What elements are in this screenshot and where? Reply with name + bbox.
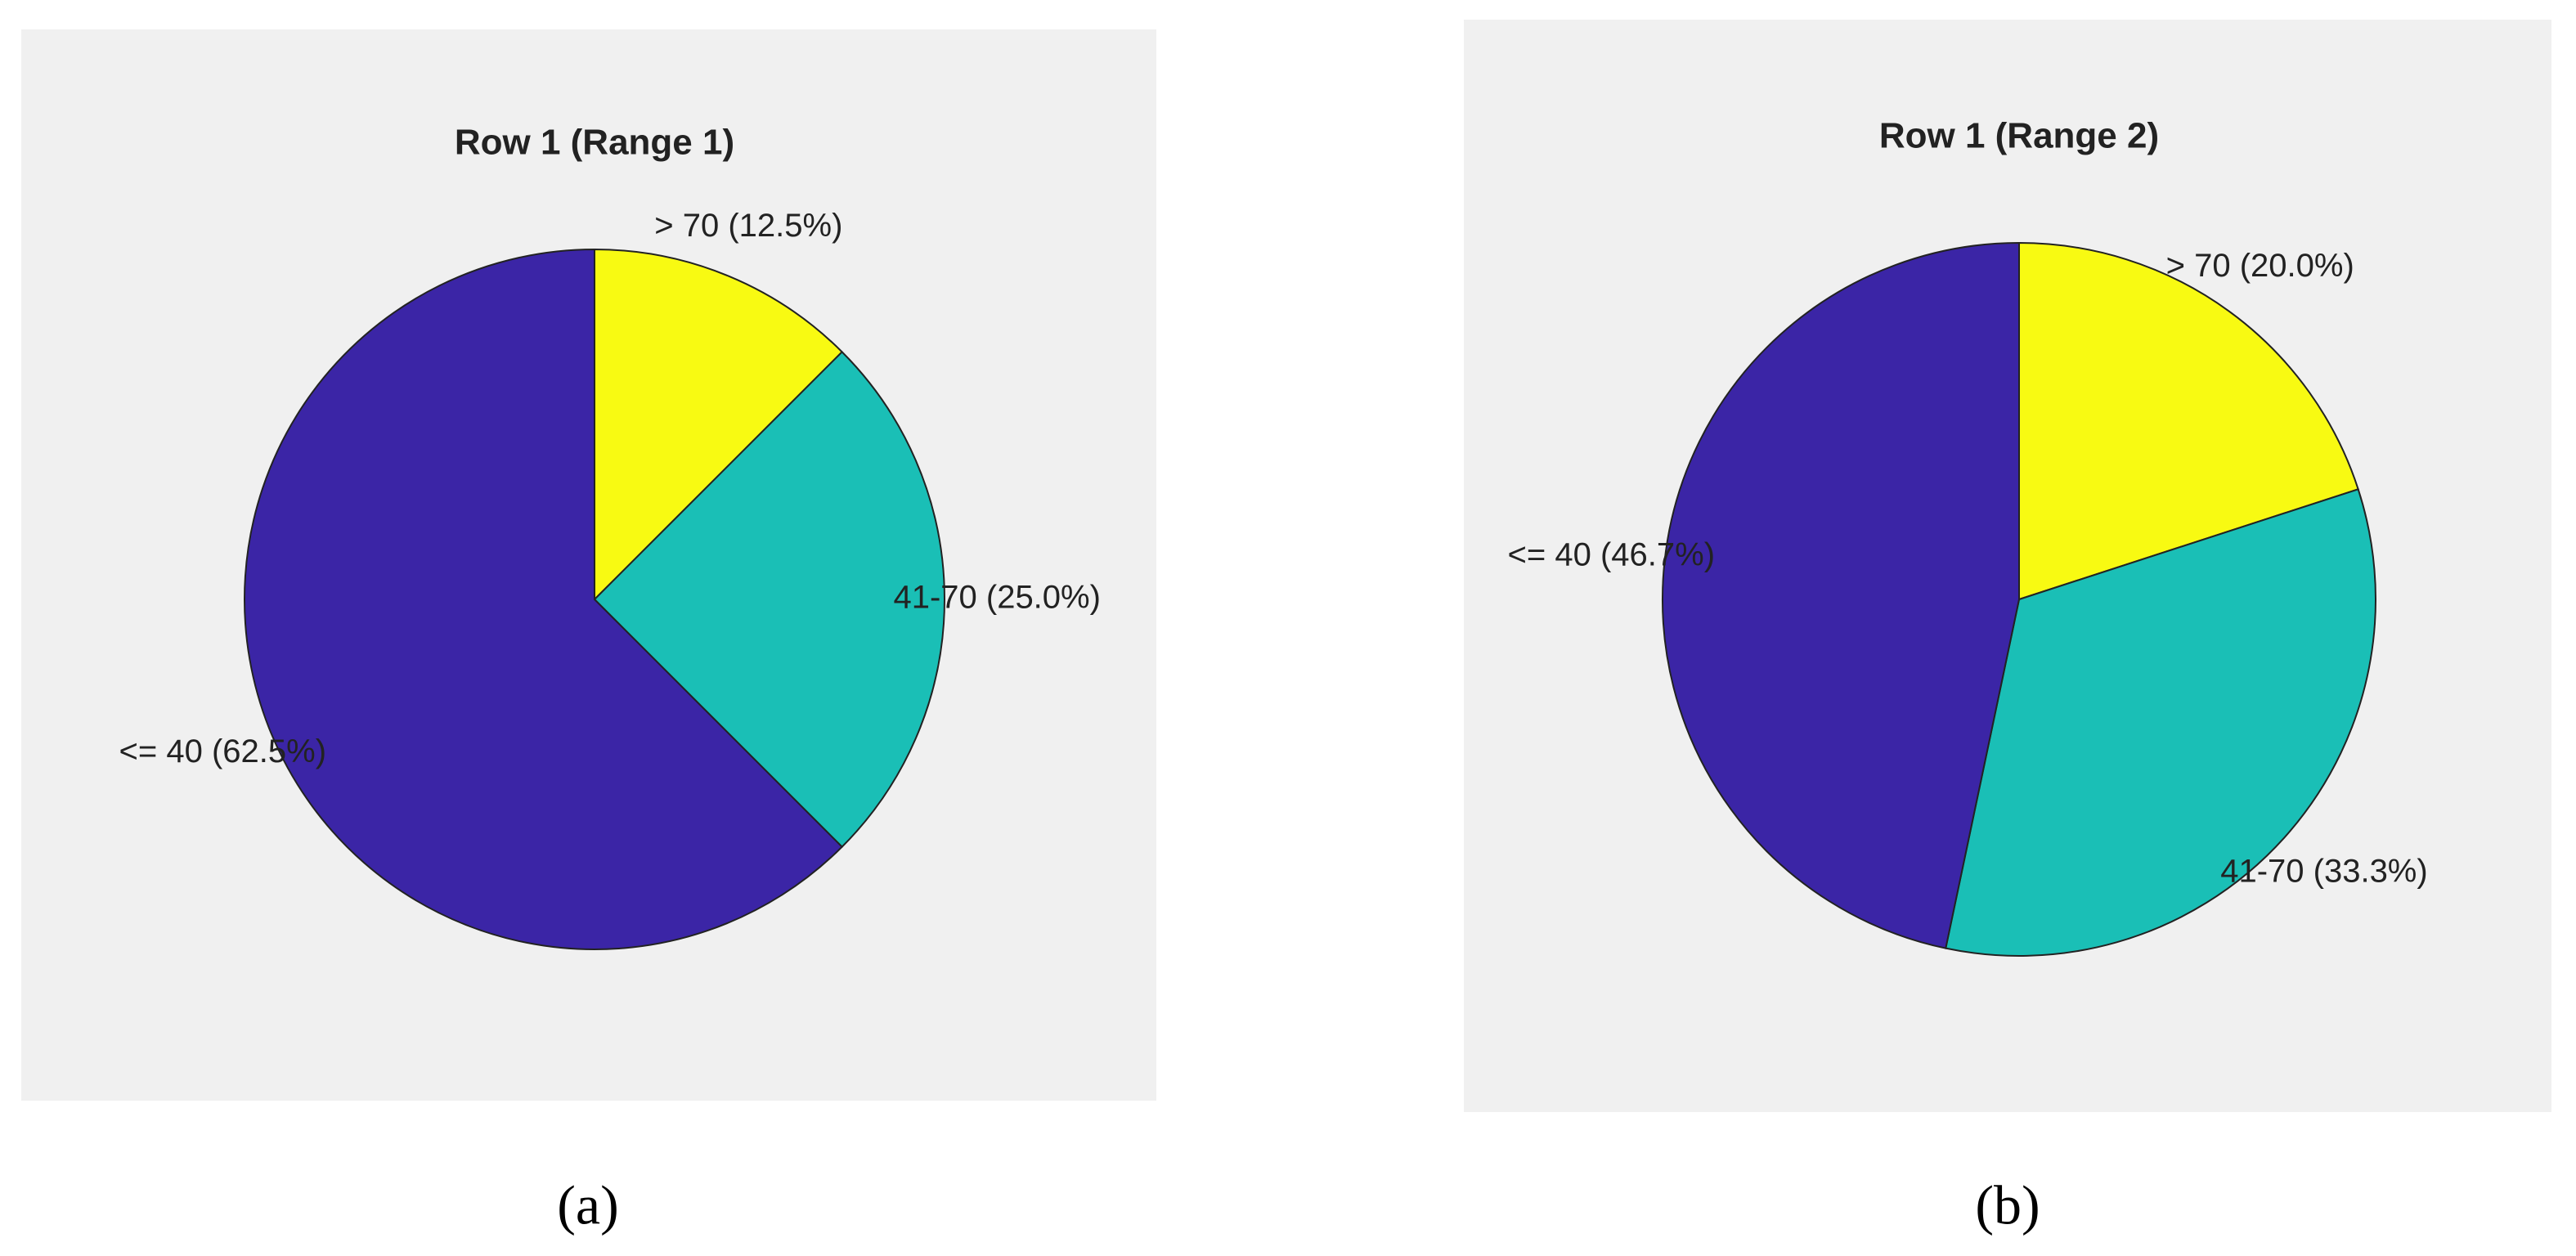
pie-slice: [593, 350, 945, 849]
pie-slice: [1662, 241, 2020, 949]
slice-label: <= 40 (46.7%): [1508, 537, 1716, 573]
slice-label: > 70 (12.5%): [654, 208, 842, 244]
slice-label: 41-70 (33.3%): [2220, 854, 2427, 890]
chart-title: Row 1 (Range 1): [455, 123, 734, 163]
slice-label: <= 40 (62.5%): [119, 733, 327, 769]
slice-label: > 70 (20.0%): [2166, 248, 2354, 284]
pie-slice: [594, 248, 844, 602]
chart-title: Row 1 (Range 2): [1879, 116, 2159, 156]
pie-slice: [1945, 488, 2376, 957]
pie-slice: [2018, 241, 2359, 601]
caption: (a): [557, 1174, 618, 1236]
pie-slice: [244, 248, 844, 950]
caption: (b): [1975, 1174, 2040, 1236]
slice-label: 41-70 (25.0%): [893, 580, 1100, 616]
